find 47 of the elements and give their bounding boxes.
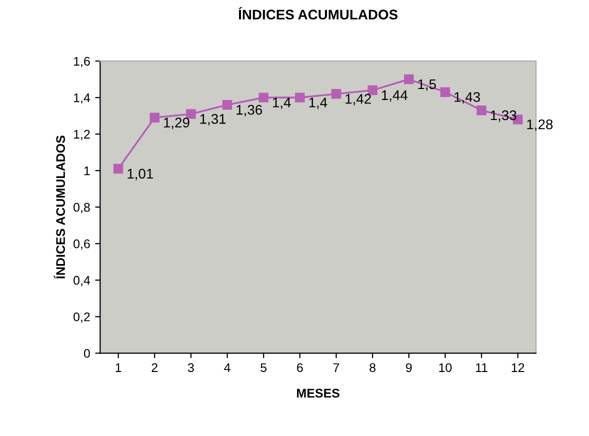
y-tick-label: 1,6 (74, 56, 90, 68)
y-tick-label: 0,6 (74, 239, 90, 250)
x-tick-label: 5 (260, 363, 267, 372)
x-tick-label: 7 (333, 363, 340, 372)
data-label: 1,4 (272, 98, 291, 110)
y-tick-label: 0,4 (74, 276, 90, 286)
x-tick-label: 4 (224, 363, 230, 372)
point (150, 112, 160, 122)
data-label: 1,31 (200, 114, 226, 126)
y-tick-label: 0,2 (74, 312, 90, 323)
data-label: 1,42 (346, 94, 371, 106)
y-axis-title: ÍNDICES ACUMULADOS (54, 136, 66, 278)
point (258, 92, 268, 102)
x-tick-label: 2 (152, 363, 158, 372)
x-tick-label: 6 (297, 363, 303, 372)
chart-title: ÍNDICES ACUMULADOS (238, 7, 398, 20)
data-label: 1,44 (382, 90, 408, 102)
point (295, 92, 305, 102)
x-tick-label: 11 (476, 363, 488, 372)
x-tick-label: 10 (439, 363, 452, 372)
data-label: 1,01 (128, 168, 153, 180)
y-tick-label: 1,4 (74, 93, 90, 104)
x-axis-title: MESES (297, 388, 340, 398)
point (222, 100, 232, 110)
x-tick-label: 8 (370, 363, 376, 372)
data-label: 1,36 (236, 104, 262, 116)
point (368, 85, 378, 96)
x-tick-label: 3 (188, 363, 194, 372)
data-label: 1,29 (164, 118, 190, 130)
x-tick-label: 1 (116, 363, 122, 372)
x-tick-label: 9 (406, 363, 412, 372)
point (476, 105, 486, 116)
y-tick-label: 0 (84, 348, 90, 358)
data-label: 1,4 (309, 98, 328, 110)
point (331, 89, 342, 99)
y-tick-label: 1 (84, 166, 90, 176)
y-tick-label: 1,2 (74, 130, 90, 140)
data-label: 1,28 (527, 119, 553, 131)
point (113, 164, 124, 174)
y-tick-label: 0,8 (74, 202, 90, 214)
data-label: 1,33 (490, 110, 516, 122)
point (440, 87, 450, 97)
point (404, 74, 414, 84)
data-label: 1,43 (454, 92, 480, 104)
x-tick-label: 12 (512, 363, 524, 372)
point (186, 109, 196, 119)
data-label: 1,5 (418, 79, 436, 91)
